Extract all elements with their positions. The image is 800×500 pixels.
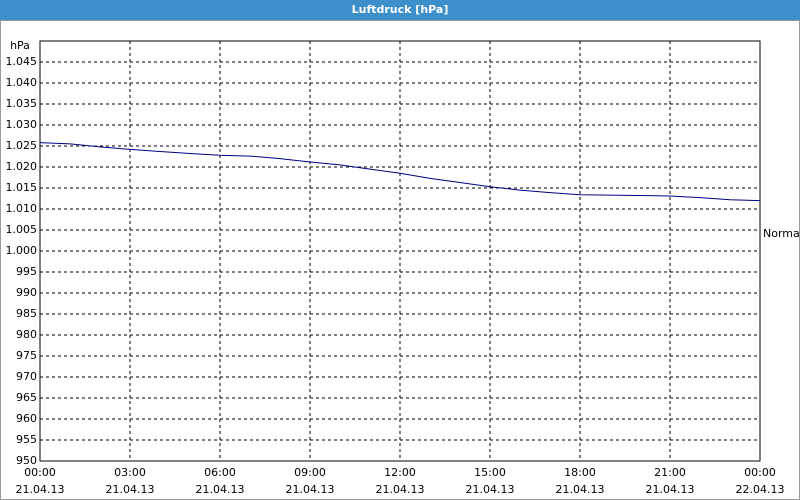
x-tick-label-line: 21.04.13	[466, 483, 515, 496]
x-tick-label-line: 21.04.13	[646, 483, 695, 496]
x-tick-label-line: 22.04.13	[736, 483, 785, 496]
x-tick-label: 00:00 22.04.13	[736, 466, 785, 496]
x-tick-label-line: 00:00	[744, 466, 776, 479]
x-tick-label: 09:00 21.04.13	[286, 466, 335, 496]
x-tick-label-line: 21.04.13	[106, 483, 155, 496]
x-tick-label-line: 21.04.13	[196, 483, 245, 496]
y-tick-label: 980	[16, 328, 37, 341]
y-tick-label: 1.035	[6, 97, 38, 110]
y-tick-label: 1.040	[6, 76, 38, 89]
y-tick-label: 1.020	[6, 160, 38, 173]
x-tick-label-line: 15:00	[474, 466, 506, 479]
y-tick-label: 1.025	[6, 139, 38, 152]
y-tick-label: 960	[16, 412, 37, 425]
line	[39, 142, 761, 202]
chart: hPa 950 955 960 965 970 975 980 985 990 995 1.000 1…	[0, 20, 800, 500]
y-tick-label: 1.010	[6, 202, 38, 215]
legend-label: Normal	[763, 227, 800, 240]
y-tick-label: 970	[16, 370, 37, 383]
y-tick-label: 1.000	[6, 244, 38, 257]
x-tick-label-line: 21.04.13	[556, 483, 605, 496]
x-tick-label: 00:00 21.04.13	[16, 466, 65, 496]
x-tick-label-line: 21:00	[654, 466, 686, 479]
y-tick-label: 1.030	[6, 118, 38, 131]
x-tick-label-line: 21.04.13	[376, 483, 425, 496]
y-tick-label: 975	[16, 349, 37, 362]
x-tick-label-line: 18:00	[564, 466, 596, 479]
y-tick-label: 985	[16, 307, 37, 320]
y-tick-label: 1.045	[6, 55, 38, 68]
y-tick-label: 950	[16, 454, 37, 467]
x-tick-label: 21:00 21.04.13	[646, 466, 695, 496]
y-tick-label: 965	[16, 391, 37, 404]
y-axis-label: hPa	[10, 39, 30, 52]
y-tick-label: 995	[16, 265, 37, 278]
x-tick-label: 12:00 21.04.13	[376, 466, 425, 496]
x-tick-label-line: 00:00	[24, 466, 56, 479]
x-tick-label-line: 06:00	[204, 466, 236, 479]
x-tick-label-line: 21.04.13	[16, 483, 65, 496]
y-tick-label: 955	[16, 433, 37, 446]
x-tick-label-line: 09:00	[294, 466, 326, 479]
x-tick-label-line: 03:00	[114, 466, 146, 479]
x-tick-label-line: 12:00	[384, 466, 416, 479]
x-tick-label: 06:00 21.04.13	[196, 466, 245, 496]
x-tick-label-line: 21.04.13	[286, 483, 335, 496]
x-tick-label: 15:00 21.04.13	[466, 466, 515, 496]
x-tick-label: 18:00 21.04.13	[556, 466, 605, 496]
y-tick-label: 1.015	[6, 181, 38, 194]
x-tick-label: 03:00 21.04.13	[106, 466, 155, 496]
chart-title: Luftdruck [hPa]	[0, 0, 800, 20]
y-tick-label: 1.005	[6, 223, 38, 236]
plot-area	[39, 40, 761, 462]
y-tick-label: 990	[16, 286, 37, 299]
